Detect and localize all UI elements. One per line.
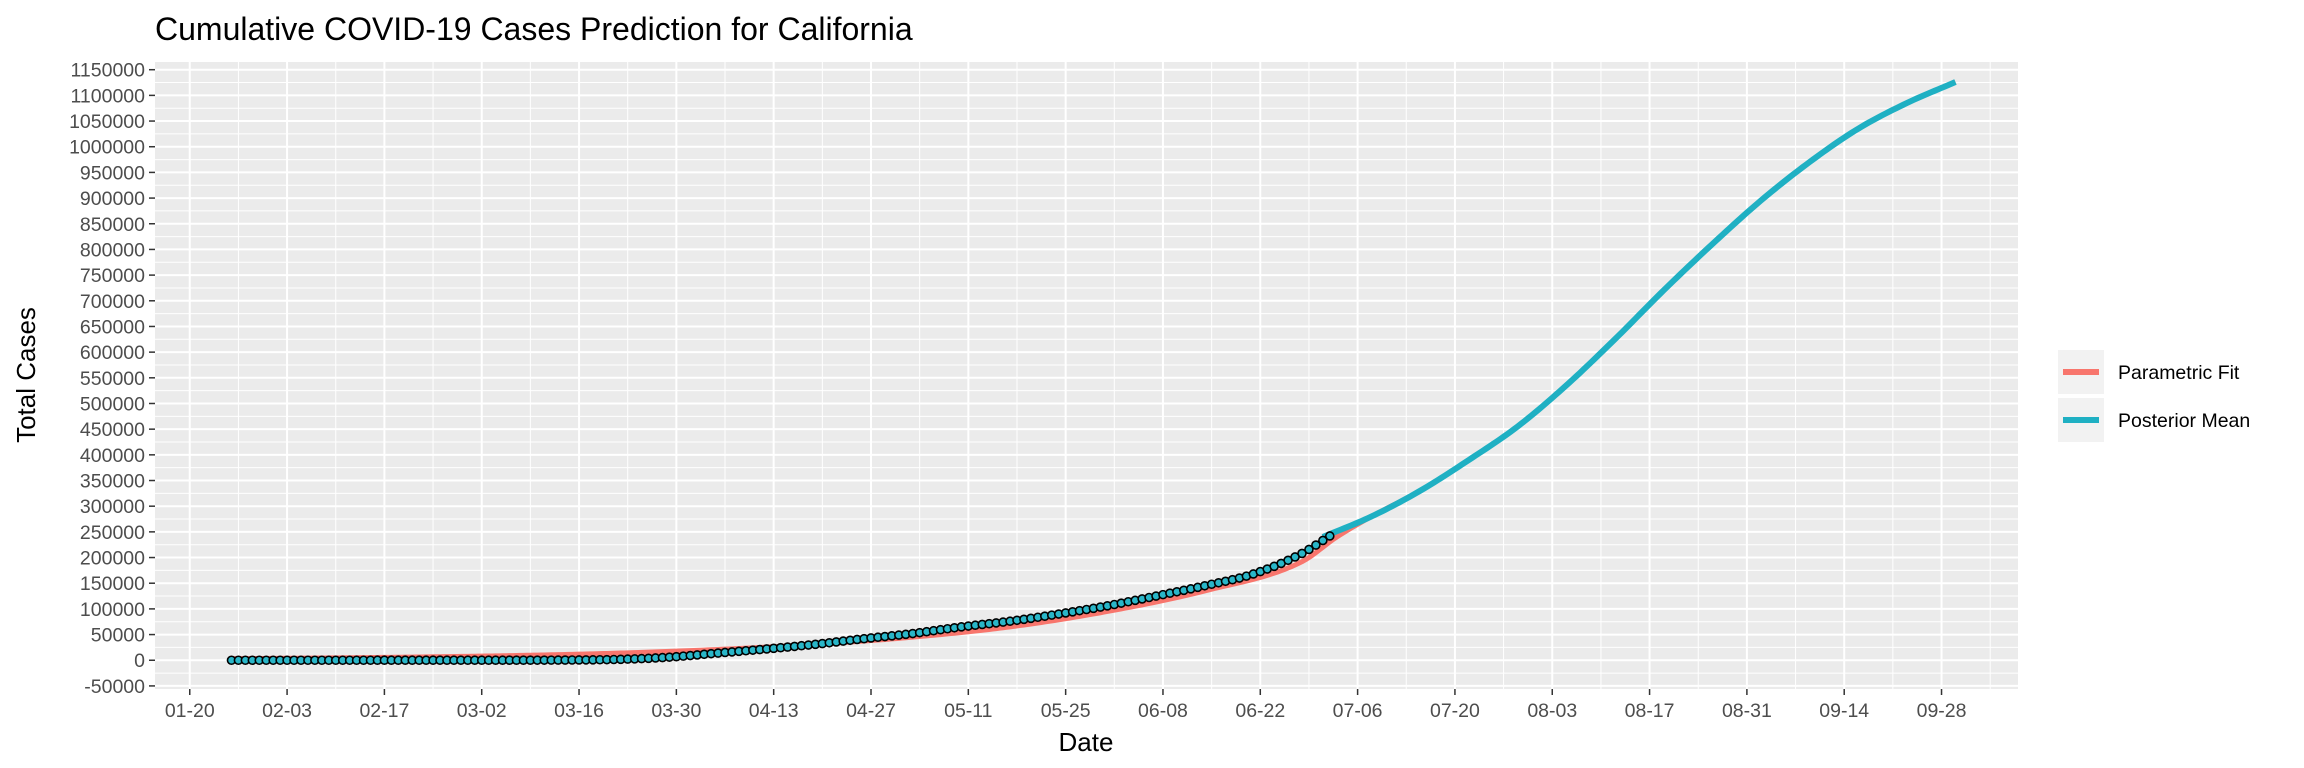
y-axis: -50000 0 50000 100000 150000 200000 250000 3000… xyxy=(69,60,155,698)
y-tick-label: 500000 xyxy=(80,393,145,415)
x-tick-label: 04-27 xyxy=(846,700,896,722)
y-tick-label: 200000 xyxy=(80,548,145,570)
x-axis-title: Date xyxy=(1059,727,1114,757)
grid-major-lines xyxy=(155,62,2018,689)
y-tick-label: 350000 xyxy=(80,471,145,493)
y-tick-label: 900000 xyxy=(80,188,145,210)
x-tick-label: 05-11 xyxy=(944,700,992,722)
x-tick-label: 08-31 xyxy=(1722,700,1772,722)
y-tick-label: 300000 xyxy=(80,496,145,518)
y-tick-label: 700000 xyxy=(80,291,145,313)
y-tick-label: 0 xyxy=(134,650,145,672)
legend-label: Posterior Mean xyxy=(2118,410,2250,432)
x-tick-label: 04-13 xyxy=(749,700,799,722)
x-tick-label: 03-30 xyxy=(651,700,701,722)
y-tick-label: 650000 xyxy=(80,316,145,338)
legend-label: Parametric Fit xyxy=(2118,362,2240,384)
y-tick-label: 1000000 xyxy=(69,137,145,159)
chart-title: Cumulative COVID-19 Cases Prediction for… xyxy=(155,11,913,47)
series-lines xyxy=(231,79,1957,662)
x-tick-label: 03-16 xyxy=(554,700,604,722)
x-tick-label: 02-03 xyxy=(262,700,312,722)
observed-point xyxy=(1325,531,1335,541)
observed-point xyxy=(1304,544,1314,555)
x-tick-label: 06-08 xyxy=(1138,700,1188,722)
x-tick-label: 02-17 xyxy=(359,700,409,722)
x-tick-label: 06-22 xyxy=(1235,700,1285,722)
x-tick-label: 05-25 xyxy=(1041,700,1091,722)
observed-point xyxy=(1297,548,1307,559)
x-tick-label: 07-06 xyxy=(1333,700,1383,722)
y-tick-label: 1150000 xyxy=(71,60,146,82)
x-tick-label: 08-17 xyxy=(1625,700,1675,722)
y-tick-label: 550000 xyxy=(80,368,145,390)
grid-minor-lines xyxy=(155,62,2018,689)
y-axis-title: Total Cases xyxy=(11,307,41,443)
x-tick-label: 07-20 xyxy=(1430,700,1480,722)
y-tick-label: 250000 xyxy=(80,522,145,544)
legend: Parametric Fit Posterior Mean xyxy=(2058,350,2278,442)
observed-point xyxy=(1311,540,1321,550)
series-line-posterior-mean xyxy=(1321,79,1957,540)
y-tick-label: 400000 xyxy=(80,445,145,467)
x-tick-label: 01-20 xyxy=(165,700,215,722)
y-tick-label: 1050000 xyxy=(69,111,145,133)
y-tick-label: 100000 xyxy=(80,599,145,621)
observed-points xyxy=(226,531,1335,666)
x-tick-label: 03-02 xyxy=(457,700,507,722)
y-tick-label: 450000 xyxy=(80,419,145,441)
y-tick-label: 750000 xyxy=(80,265,145,287)
y-tick-label: 800000 xyxy=(80,239,145,261)
y-tick-label: 600000 xyxy=(80,342,145,364)
y-tick-label: 1100000 xyxy=(71,85,146,107)
x-tick-label: 09-14 xyxy=(1819,700,1869,722)
y-tick-label: 950000 xyxy=(80,162,145,184)
plot-panel xyxy=(155,62,2018,689)
x-tick-label: 08-03 xyxy=(1527,700,1577,722)
y-tick-label: 850000 xyxy=(80,214,145,236)
y-tick-label: 50000 xyxy=(91,625,145,647)
x-axis: 01-20 02-03 02-17 03-02 03-16 03-30 04-13 04-27… xyxy=(165,689,1967,722)
x-tick-label: 09-28 xyxy=(1917,700,1967,722)
observed-point xyxy=(1318,535,1328,546)
y-tick-label: 150000 xyxy=(80,573,145,595)
y-tick-label: -50000 xyxy=(84,676,145,698)
